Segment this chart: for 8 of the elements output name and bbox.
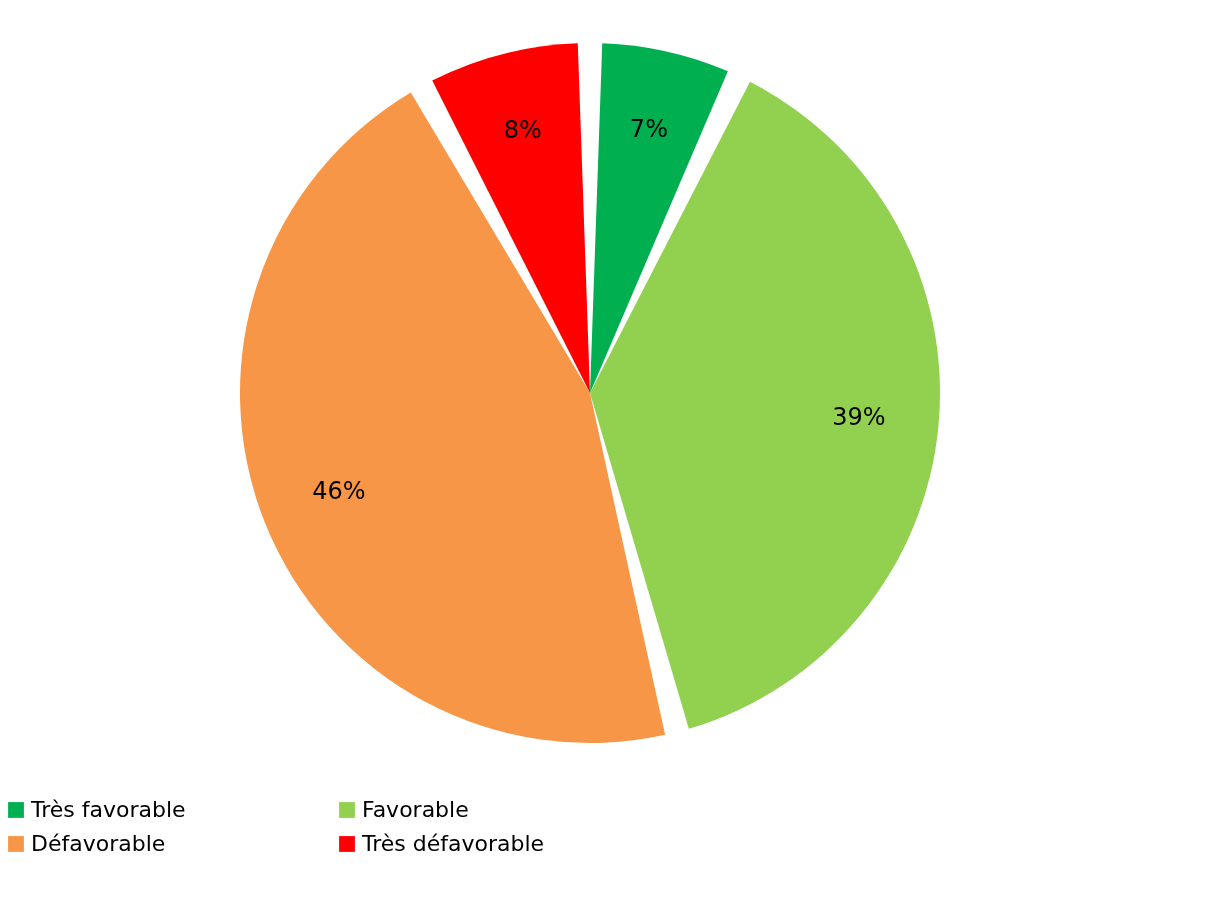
data-label: 8%	[503, 116, 542, 145]
legend-label: Défavorable	[31, 831, 166, 856]
legend-label: Très défavorable	[361, 831, 545, 856]
data-label: 46%	[312, 477, 366, 506]
legend-label: Favorable	[362, 797, 469, 822]
data-label: 39%	[832, 403, 886, 432]
legend-label: Très favorable	[30, 797, 186, 822]
data-label: 7%	[629, 114, 668, 143]
